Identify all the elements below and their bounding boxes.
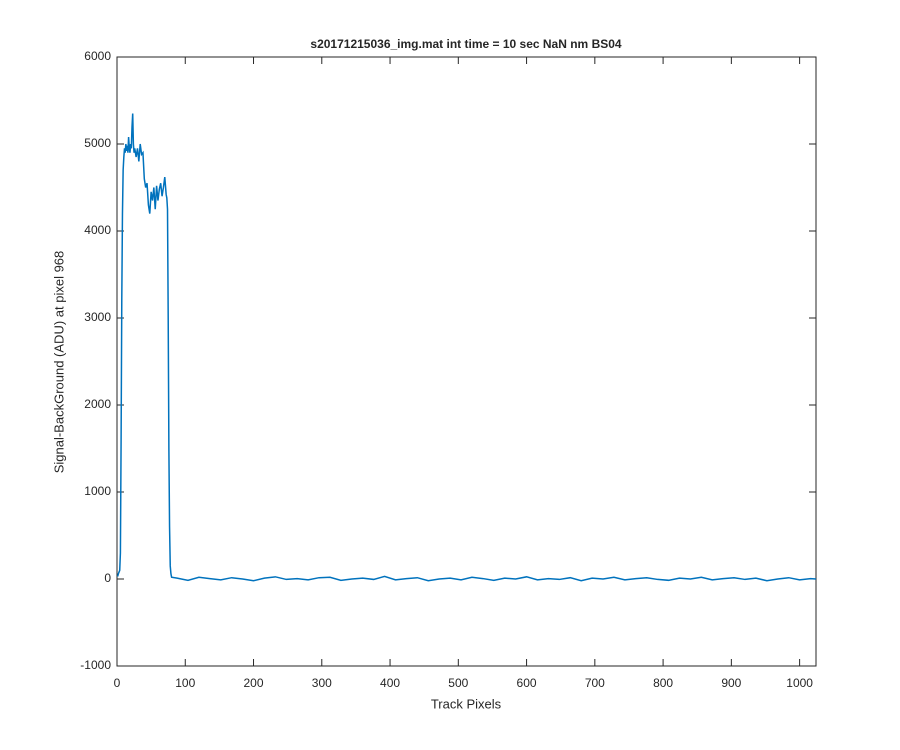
x-tick-label: 100 xyxy=(175,676,195,690)
x-tick-label: 900 xyxy=(721,676,741,690)
chart-title: s20171215036_img.mat int time = 10 sec N… xyxy=(310,37,622,51)
x-tick-label: 400 xyxy=(380,676,400,690)
y-tick-label: 1000 xyxy=(84,484,111,498)
x-axis-label: Track Pixels xyxy=(431,696,502,711)
x-tick-label: 500 xyxy=(448,676,468,690)
x-tick-label: 200 xyxy=(244,676,264,690)
y-tick-label: -1000 xyxy=(80,658,111,672)
y-tick-label: 4000 xyxy=(84,223,111,237)
x-tick-label: 800 xyxy=(653,676,673,690)
axes-box xyxy=(116,56,817,667)
x-tick-label: 700 xyxy=(585,676,605,690)
y-tick-label: 0 xyxy=(104,571,111,585)
y-tick-label: 2000 xyxy=(84,397,111,411)
x-tick-label: 0 xyxy=(114,676,121,690)
x-tick-label: 300 xyxy=(312,676,332,690)
y-axis-label: Signal-BackGround (ADU) at pixel 968 xyxy=(51,251,66,474)
data-line xyxy=(116,113,817,582)
y-tick-label: 6000 xyxy=(84,49,111,63)
y-tick-label: 3000 xyxy=(84,310,111,324)
x-tick-label: 600 xyxy=(517,676,537,690)
y-tick-label: 5000 xyxy=(84,136,111,150)
x-tick-label: 1000 xyxy=(786,676,813,690)
